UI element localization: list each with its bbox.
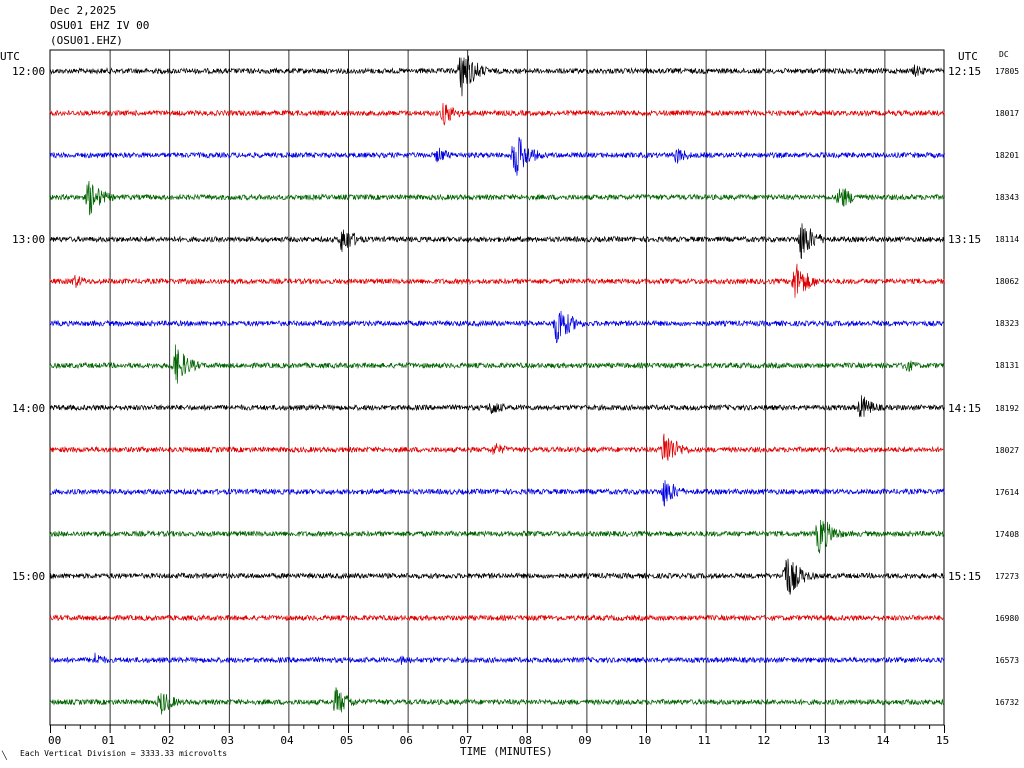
right-hour-label: 13:15	[948, 233, 982, 246]
dc-value: 18131	[995, 361, 1020, 371]
dc-value: 17614	[995, 487, 1020, 497]
dc-value: 18114	[995, 235, 1020, 245]
dc-value: 16980	[995, 613, 1020, 623]
seismic-trace	[49, 395, 945, 418]
seismic-trace	[49, 344, 945, 384]
chart-date: Dec 2,2025	[50, 4, 117, 17]
dc-value: 16732	[995, 698, 1020, 708]
x-tick-label: 13	[816, 734, 831, 747]
left-hour-label: 15:00	[12, 570, 46, 583]
dc-value: 18323	[995, 319, 1020, 329]
x-axis-label: TIME (MINUTES)	[460, 745, 553, 758]
plot-frame	[49, 49, 945, 726]
seismic-trace	[49, 652, 945, 665]
right-hour-label: 15:15	[948, 570, 982, 583]
dc-value: 18201	[995, 151, 1020, 161]
seismic-trace	[49, 223, 945, 259]
dc-value: 18027	[995, 445, 1020, 455]
seismic-trace	[49, 180, 945, 216]
dc-value: 18062	[995, 277, 1020, 287]
x-tick-label: 08	[518, 734, 533, 747]
x-tick-label: 03	[220, 734, 235, 747]
x-tick-label: 01	[101, 734, 115, 747]
seismic-trace	[49, 263, 945, 298]
x-tick-label: 07	[459, 734, 473, 747]
right-utc-label: UTC	[958, 50, 978, 63]
left-hour-label: 14:00	[12, 402, 46, 415]
seismic-trace	[49, 310, 945, 344]
seismic-trace	[49, 519, 945, 554]
x-tick-label: 06	[399, 734, 413, 747]
seismic-trace	[49, 687, 945, 715]
x-tick-label: 09	[578, 734, 592, 747]
dc-value: 17805	[995, 67, 1020, 76]
x-tick-label: 10	[638, 734, 652, 747]
dc-value: 18192	[995, 403, 1020, 413]
seismic-trace	[49, 137, 945, 176]
dc-value: 17273	[995, 571, 1020, 581]
seismic-trace	[49, 433, 945, 461]
footer-note: Each Vertical Division = 3333.33 microvo…	[20, 749, 228, 758]
seismic-trace	[49, 480, 945, 507]
dc-value: 18343	[995, 193, 1020, 203]
seismic-trace	[49, 55, 945, 97]
x-tick-label: 04	[280, 734, 294, 747]
x-tick-label: 05	[340, 734, 354, 747]
dc-value: 16573	[995, 655, 1020, 665]
right-hour-label: 12:15	[948, 65, 982, 78]
seismic-trace	[49, 614, 945, 622]
left-hour-label: 13:00	[12, 233, 46, 246]
dc-value: 18017	[995, 109, 1020, 119]
seismic-trace	[49, 558, 945, 595]
dc-value: 17408	[995, 529, 1020, 539]
station-name: OSU01 EHZ IV 00	[50, 19, 150, 32]
x-tick-label: 15	[936, 734, 950, 747]
x-tick-label: 00	[48, 734, 62, 747]
x-tick-label: 11	[697, 734, 711, 747]
x-tick-label: 14	[876, 734, 890, 747]
x-tick-label: 02	[161, 734, 175, 747]
left-utc-label: UTC	[0, 50, 20, 63]
channel-id: (OSU01.EHZ)	[50, 34, 123, 47]
seismic-trace	[49, 102, 945, 126]
right-hour-label: 14:15	[948, 402, 982, 415]
footer-mark-icon: ╲	[2, 751, 7, 760]
dc-label: DC	[999, 50, 1009, 59]
x-tick-label: 12	[757, 734, 771, 747]
left-hour-label: 12:00	[12, 65, 46, 78]
